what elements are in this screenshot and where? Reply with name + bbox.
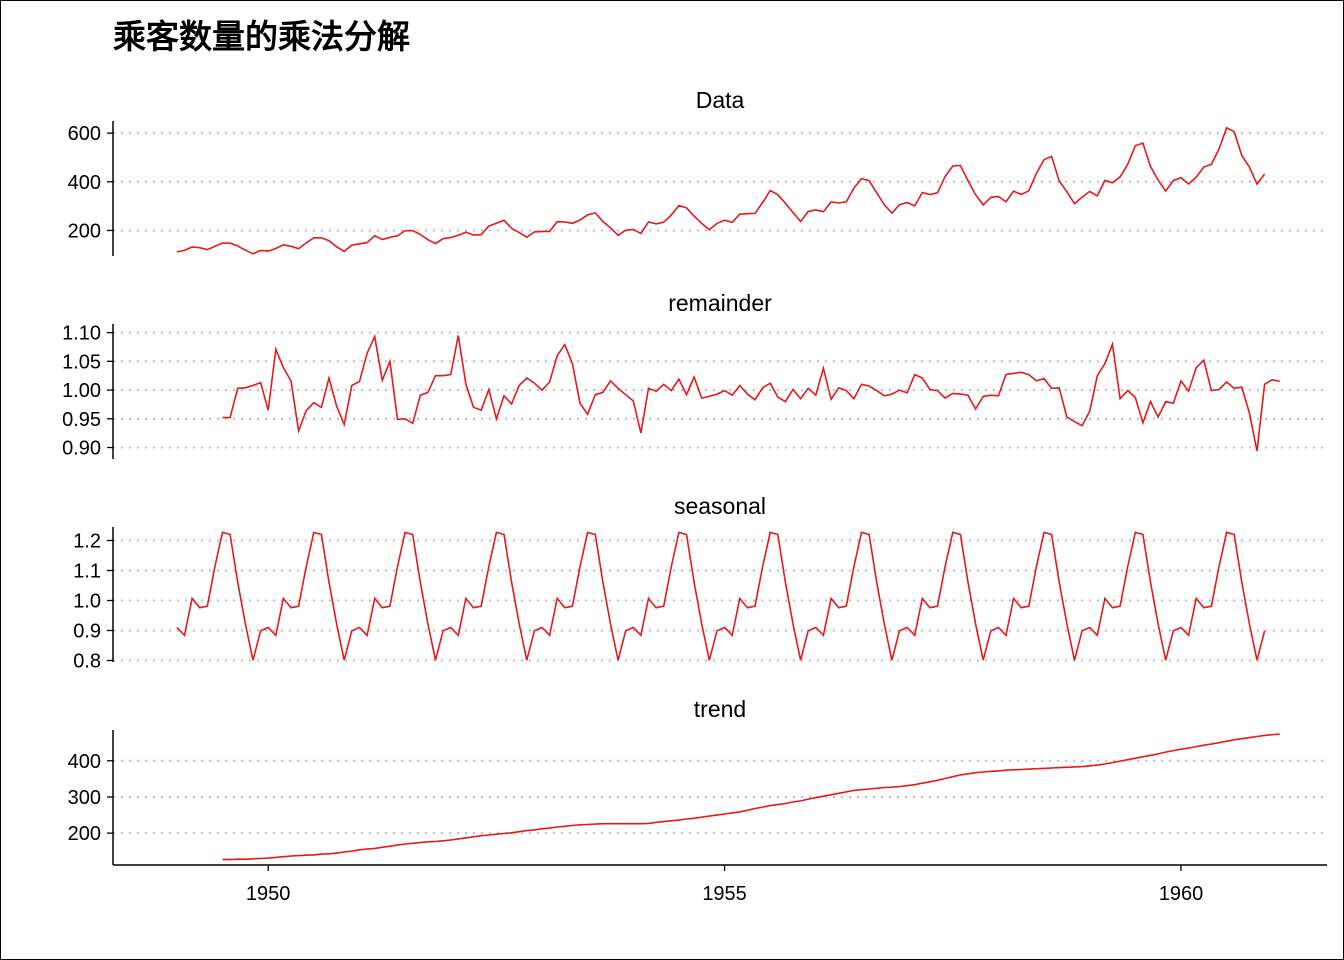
y-tick-label-remainder: 1.05 bbox=[62, 351, 101, 373]
y-tick-label-seasonal: 1.2 bbox=[73, 531, 101, 553]
y-tick-label-seasonal: 0.9 bbox=[73, 621, 101, 643]
series-line-trend bbox=[222, 733, 1280, 861]
y-tick-label-remainder: 0.95 bbox=[62, 409, 101, 431]
panel-title-remainder: remainder bbox=[668, 290, 772, 316]
panel-title-data: Data bbox=[696, 87, 745, 113]
y-tick-label-seasonal: 1.1 bbox=[73, 561, 101, 583]
y-tick-label-remainder: 1.10 bbox=[62, 323, 101, 345]
series-line-remainder bbox=[222, 333, 1280, 452]
chart-title: 乘客数量的乘法分解 bbox=[113, 17, 410, 56]
y-tick-label-data: 600 bbox=[68, 123, 101, 145]
series-line-seasonal bbox=[176, 531, 1266, 661]
y-tick-label-data: 400 bbox=[68, 172, 101, 194]
y-tick-label-seasonal: 0.8 bbox=[73, 651, 101, 673]
y-tick-label-trend: 400 bbox=[68, 751, 101, 773]
y-tick-label-trend: 200 bbox=[68, 823, 101, 845]
y-tick-label-remainder: 1.00 bbox=[62, 380, 101, 402]
y-tick-label-data: 200 bbox=[68, 220, 101, 242]
panel-title-trend: trend bbox=[694, 696, 746, 722]
x-tick-label: 1950 bbox=[246, 883, 291, 905]
panel-title-seasonal: seasonal bbox=[674, 493, 766, 519]
x-tick-label: 1955 bbox=[702, 883, 747, 905]
series-line-data bbox=[176, 126, 1266, 255]
y-tick-label-trend: 300 bbox=[68, 787, 101, 809]
y-tick-label-remainder: 0.90 bbox=[62, 438, 101, 460]
x-tick-label: 1960 bbox=[1159, 883, 1204, 905]
y-tick-label-seasonal: 1.0 bbox=[73, 591, 101, 613]
